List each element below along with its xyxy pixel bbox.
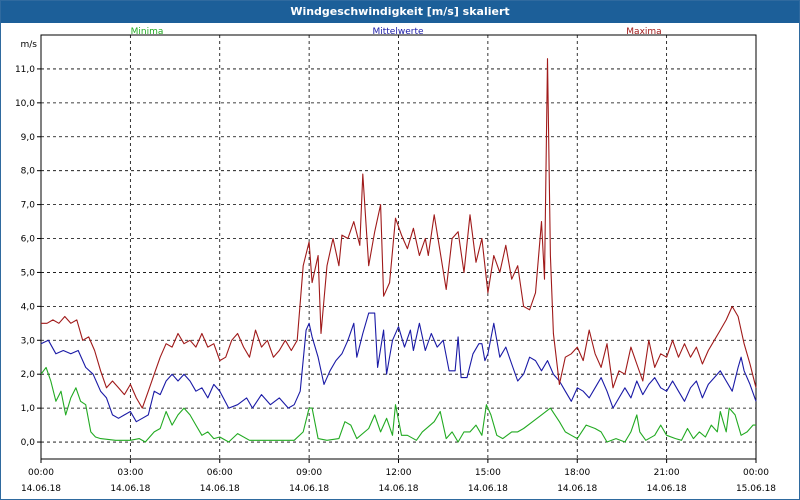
y-tick-label: 2,0 xyxy=(21,370,36,380)
y-tick-label: 4,0 xyxy=(21,302,36,312)
x-axis: 00:00 14.06.18 03:00 14.06.18 06:00 14.06.18 0… xyxy=(21,459,776,494)
y-tick-label: 6,0 xyxy=(21,235,36,245)
y-tick-label: 9,0 xyxy=(21,133,36,143)
x-tick-time-label: 12:00 xyxy=(386,468,412,478)
x-tick-time-label: 09:00 xyxy=(296,468,322,478)
y-tick-label: 0,0 xyxy=(21,438,36,448)
x-tick-time-label: 21:00 xyxy=(654,468,680,478)
x-tick-time-label: 15:00 xyxy=(475,468,501,478)
series-line-mittelwerte xyxy=(40,312,757,423)
x-tick-time-label: 18:00 xyxy=(564,468,590,478)
x-tick-date-label: 14.06.18 xyxy=(289,484,329,494)
x-tick-date-label: 14.06.18 xyxy=(110,484,150,494)
y-tick-label: 10,0 xyxy=(15,99,35,109)
y-axis-unit-label: m/s xyxy=(21,40,38,50)
y-tick-label: 8,0 xyxy=(21,167,36,177)
y-tick-label: 7,0 xyxy=(21,201,36,211)
chart-title: Windgeschwindigkeit [m/s] skaliert xyxy=(1,1,799,23)
legend-item-mittelwerte: Mittelwerte xyxy=(372,27,423,37)
x-tick-date-label: 14.06.18 xyxy=(647,484,687,494)
legend-item-minima: Minima xyxy=(131,27,164,37)
x-tick-time-label: 00:00 xyxy=(28,468,54,478)
x-tick-time-label: 06:00 xyxy=(207,468,233,478)
x-tick-date-label: 14.06.18 xyxy=(557,484,597,494)
x-tick-date-label: 14.06.18 xyxy=(378,484,418,494)
grid-lines xyxy=(41,35,756,459)
legend-item-maxima: Maxima xyxy=(626,27,661,37)
series-line-maxima xyxy=(41,58,757,409)
y-tick-label: 5,0 xyxy=(21,268,36,278)
y-tick-label: 11,0 xyxy=(15,65,35,75)
x-tick-date-label: 15.06.18 xyxy=(736,484,776,494)
x-tick-date-label: 14.06.18 xyxy=(200,484,240,494)
x-tick-date-label: 14.06.18 xyxy=(468,484,508,494)
x-tick-date-label: 14.06.18 xyxy=(21,484,61,494)
series-line-minima xyxy=(40,366,756,443)
x-tick-time-label: 03:00 xyxy=(117,468,143,478)
series-lines xyxy=(40,58,757,443)
y-tick-label: 1,0 xyxy=(21,404,36,414)
y-axis: m/s 0,0 1,0 2,0 3,0 4,0 5,0 6,0 7,0 8,0 9,0 10,0 11… xyxy=(15,40,41,448)
y-tick-label: 3,0 xyxy=(21,336,36,346)
wind-speed-chart: m/s 0,0 1,0 2,0 3,0 4,0 5,0 6,0 7,0 8,0 9,0 10,0 11… xyxy=(15,27,776,494)
legend: Minima Mittelwerte Maxima xyxy=(131,27,662,37)
x-tick-time-label: 00:00 xyxy=(743,468,769,478)
